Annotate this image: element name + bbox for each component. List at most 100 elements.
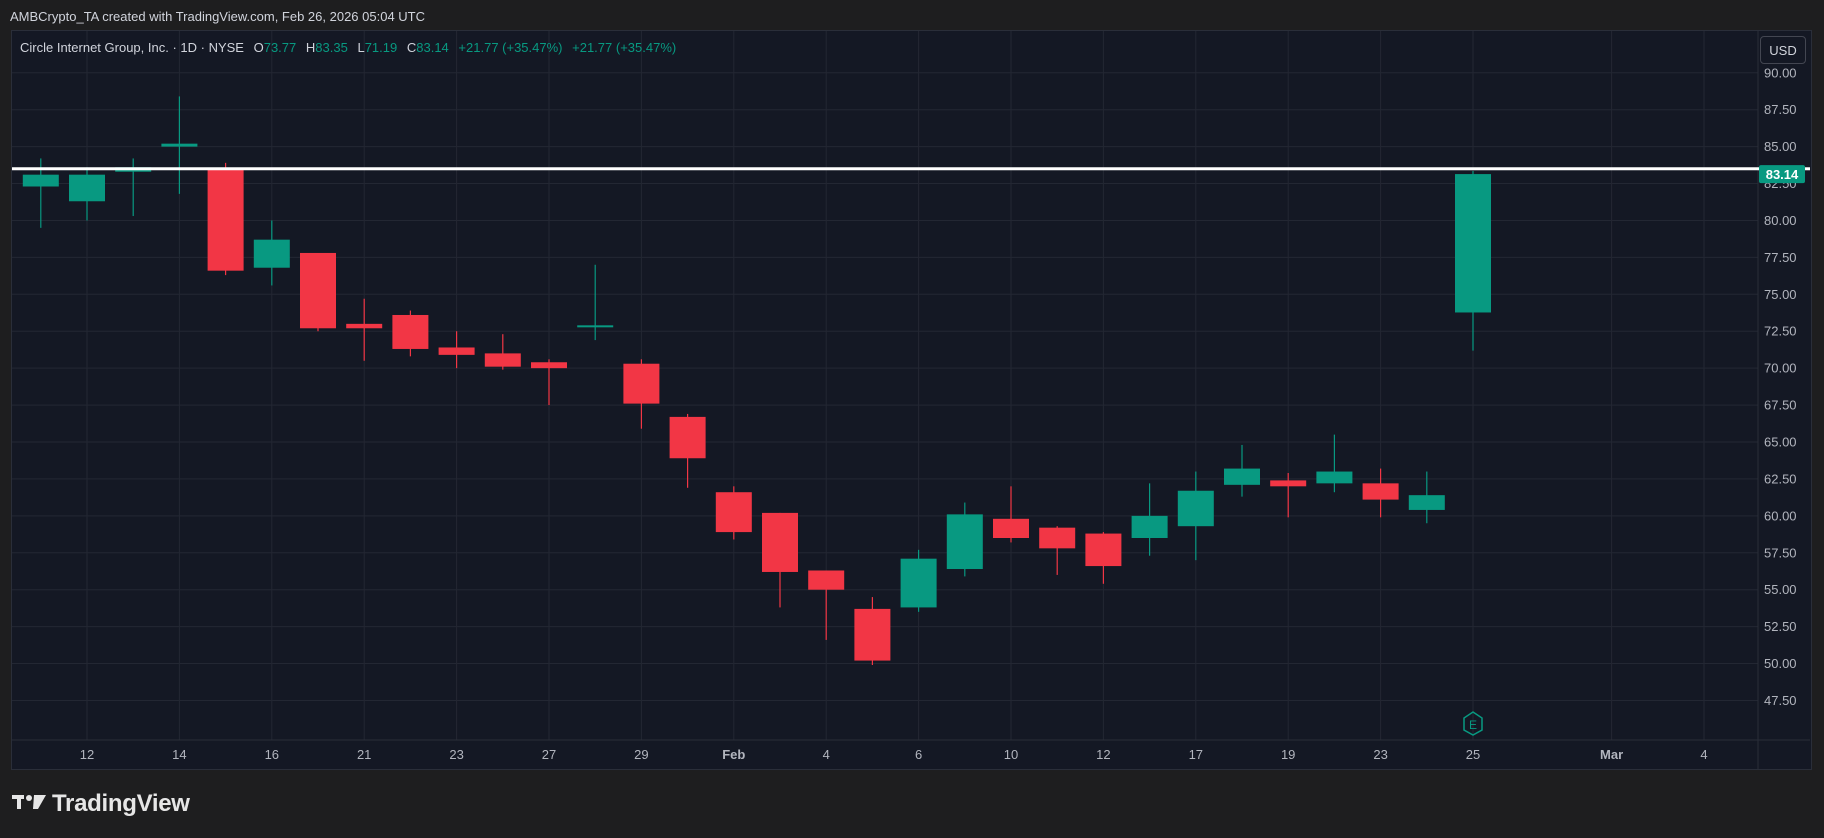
y-tick-label: 47.50 <box>1764 693 1797 708</box>
candle-body <box>531 362 567 369</box>
open-label: O <box>253 40 264 55</box>
x-tick-label: 4 <box>1700 747 1707 762</box>
y-tick-label: 70.00 <box>1764 361 1797 376</box>
candle-body <box>1131 515 1168 538</box>
x-tick-label: Feb <box>722 747 745 762</box>
candle <box>1177 471 1214 561</box>
candle <box>623 359 660 429</box>
candle-body <box>1270 480 1307 487</box>
x-tick-label: 29 <box>634 747 648 762</box>
candle-body <box>762 512 798 572</box>
x-tick-label: 21 <box>357 747 371 762</box>
y-tick-label: 62.50 <box>1764 471 1797 486</box>
high-label: H <box>305 40 316 55</box>
x-tick-label: 23 <box>449 747 463 762</box>
candle <box>392 310 429 357</box>
y-tick-label: 72.50 <box>1764 324 1797 339</box>
currency-button[interactable]: USD <box>1760 36 1806 64</box>
y-tick-label: 60.00 <box>1764 508 1797 523</box>
x-tick-label: 14 <box>172 747 186 762</box>
candle <box>854 597 891 666</box>
x-tick-label: 19 <box>1281 747 1295 762</box>
candle <box>300 252 336 332</box>
x-tick-label: 27 <box>542 747 556 762</box>
chart-attribution: AMBCrypto_TA created with TradingView.co… <box>10 9 426 24</box>
candle <box>1270 473 1307 518</box>
y-tick-label: 65.00 <box>1764 435 1797 450</box>
candle-body <box>715 492 752 533</box>
candle <box>1131 483 1168 556</box>
x-tick-label: 12 <box>1096 747 1110 762</box>
x-tick-label: 10 <box>1004 747 1018 762</box>
candle <box>346 298 383 361</box>
close-label: C <box>406 40 417 55</box>
candle-body <box>300 252 336 329</box>
candle-body <box>346 323 383 329</box>
earnings-marker: E <box>1463 711 1483 736</box>
horizontal-line: 83.14 <box>12 165 1810 184</box>
symbol-legend: Circle Internet Group, Inc. · 1D · NYSE … <box>20 40 676 55</box>
high-value: 83.35 <box>315 40 348 55</box>
candle <box>1455 170 1491 351</box>
candle <box>762 512 798 608</box>
candle <box>808 570 845 640</box>
symbol-name: Circle Internet Group, Inc. · 1D · NYSE <box>20 40 244 55</box>
candle <box>715 486 752 540</box>
last-price-label: 83.14 <box>1766 167 1799 182</box>
open-value: 73.77 <box>263 40 297 55</box>
y-tick-label: 57.50 <box>1764 545 1797 560</box>
close-value: 83.14 <box>416 40 449 55</box>
y-tick-label: 52.50 <box>1764 619 1797 634</box>
y-tick-label: 80.00 <box>1764 213 1797 228</box>
candle <box>1085 532 1122 584</box>
candle-body <box>253 239 290 268</box>
candle <box>900 549 937 612</box>
low-value: 71.19 <box>364 40 398 55</box>
candle <box>577 264 614 341</box>
candle-body <box>1316 471 1353 484</box>
candle-body <box>577 325 614 328</box>
candle <box>484 334 521 370</box>
brand-name: TradingView <box>52 790 190 817</box>
candle-body <box>438 347 475 355</box>
y-tick-label: 77.50 <box>1764 250 1797 265</box>
candle <box>993 486 1029 543</box>
candle <box>1408 471 1445 524</box>
candle-body <box>1455 174 1491 313</box>
low-label: L <box>357 40 365 55</box>
candle <box>1224 444 1260 497</box>
earnings-marker-icon <box>1463 711 1483 736</box>
candle-body <box>1085 533 1122 567</box>
candles <box>22 96 1491 666</box>
candle <box>669 413 706 488</box>
brand: TradingView <box>12 790 190 818</box>
candle <box>1316 434 1353 493</box>
earnings-marker-label: E <box>1469 718 1477 732</box>
candle-body <box>854 608 891 661</box>
candle-body <box>993 518 1029 538</box>
candle-body <box>1362 483 1399 500</box>
x-tick-label: 6 <box>915 747 922 762</box>
candle-body <box>392 314 429 349</box>
change-value-2: +21.77 (+35.47%) <box>572 40 677 55</box>
candle-body <box>207 168 244 271</box>
candle-body <box>1408 495 1445 510</box>
candle <box>1039 526 1076 575</box>
price-axis: 90.0087.5085.0082.5080.0077.5075.0072.50… <box>1757 31 1797 769</box>
y-tick-label: 55.00 <box>1764 582 1797 597</box>
time-axis: 12 14 16 21 23 27 29 Feb 4 6 10 12 17 19 23 25 Mar 4 <box>12 739 1810 762</box>
candle <box>438 331 475 369</box>
y-tick-label: 85.00 <box>1764 139 1797 154</box>
x-tick-label: 4 <box>823 747 830 762</box>
candle-body <box>623 363 660 404</box>
candle-body <box>669 416 706 459</box>
candle <box>69 167 105 221</box>
y-tick-label: 90.00 <box>1764 65 1797 80</box>
candle-body <box>484 353 521 367</box>
candle-body <box>1177 490 1214 527</box>
candle-body <box>808 570 845 590</box>
x-tick-label: Mar <box>1600 747 1623 762</box>
candle <box>161 96 198 194</box>
last-price-badge <box>1759 165 1805 184</box>
